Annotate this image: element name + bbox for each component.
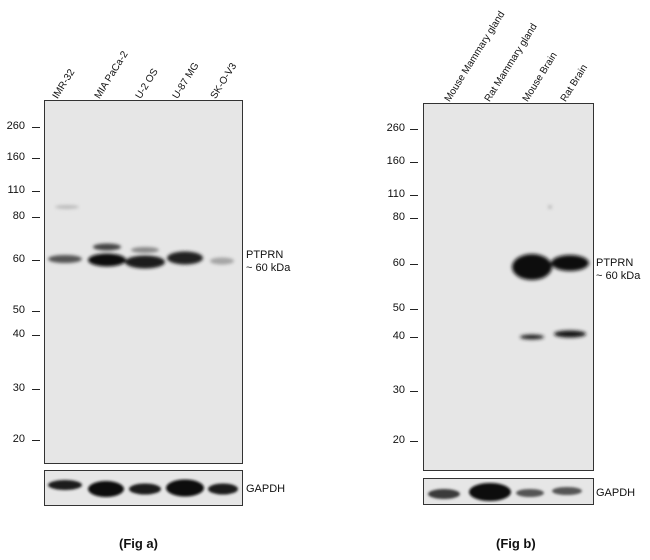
- mw-tick: [32, 260, 40, 261]
- mw-marker: 80: [392, 211, 405, 223]
- mw-tick: [32, 389, 40, 390]
- mw-tick: [32, 158, 40, 159]
- mw-marker: 110: [7, 184, 25, 196]
- mw-marker: 260: [6, 120, 25, 132]
- mw-tick: [410, 218, 418, 219]
- mw-marker: 50: [12, 304, 25, 316]
- mw-tick: [410, 162, 418, 163]
- mw-tick: [32, 217, 40, 218]
- mw-tick: [410, 337, 418, 338]
- mw-tick: [410, 441, 418, 442]
- mw-tick: [32, 311, 40, 312]
- lane-label: Rat Brain: [558, 62, 591, 104]
- mw-tick: [32, 191, 40, 192]
- mw-marker: 30: [12, 382, 25, 394]
- mw-marker: 40: [392, 330, 405, 342]
- loading-control-blot-a: [44, 470, 243, 506]
- gapdh-bands-b: [428, 483, 582, 501]
- blot-image-a: [44, 100, 243, 464]
- loading-control-label: GAPDH: [246, 483, 286, 495]
- mw-tick: [410, 129, 418, 130]
- mw-tick: [410, 391, 418, 392]
- mw-tick: [410, 309, 418, 310]
- mw-marker: 60: [12, 253, 25, 265]
- band-pattern-b: [512, 205, 589, 340]
- mw-marker: 60: [392, 257, 405, 269]
- target-size: ~ 60 kDa: [246, 262, 291, 274]
- band-pattern-a: [48, 205, 234, 269]
- loading-control-label: GAPDH: [596, 487, 636, 499]
- mw-marker: 110: [387, 188, 405, 200]
- mw-tick: [410, 264, 418, 265]
- figure-caption-a: (Fig a): [119, 536, 158, 551]
- mw-tick: [32, 335, 40, 336]
- mw-marker: 30: [392, 384, 405, 396]
- lane-label: MIA PaCa-2: [92, 49, 131, 101]
- figure-caption-b: (Fig b): [496, 536, 536, 551]
- lane-label: U-87 MG: [170, 60, 202, 101]
- mw-marker: 160: [386, 155, 405, 167]
- lane-label: Mouse Brain: [520, 50, 560, 104]
- lane-label: IMR-32: [50, 67, 78, 101]
- mw-tick: [32, 440, 40, 441]
- gapdh-bands-a: [48, 479, 238, 497]
- lane-label: U-2 OS: [133, 66, 161, 101]
- mw-marker: 20: [392, 434, 405, 446]
- mw-marker: 160: [6, 151, 25, 163]
- blot-image-b: [423, 103, 594, 471]
- loading-control-blot-b: [423, 478, 594, 505]
- mw-marker: 50: [392, 302, 405, 314]
- mw-marker: 260: [386, 122, 405, 134]
- mw-marker: 20: [12, 433, 25, 445]
- target-label: PTPRN: [246, 249, 284, 261]
- lane-label: SK-O-V3: [208, 61, 240, 101]
- mw-tick: [32, 127, 40, 128]
- mw-marker: 80: [12, 210, 25, 222]
- mw-marker: 40: [12, 328, 25, 340]
- mw-tick: [410, 195, 418, 196]
- target-size: ~ 60 kDa: [596, 270, 641, 282]
- target-label: PTPRN: [596, 257, 634, 269]
